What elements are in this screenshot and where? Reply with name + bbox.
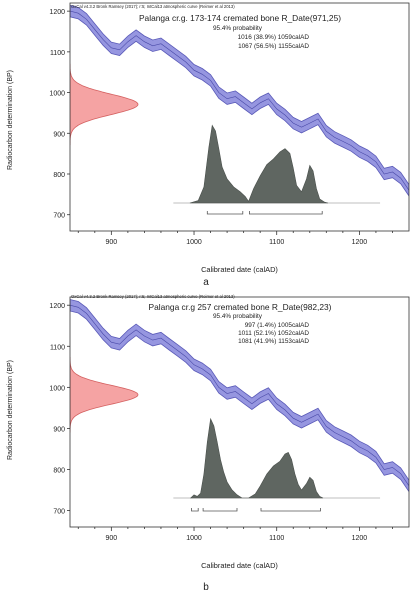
calibration-curve-line <box>70 304 409 487</box>
y-tick-label: 1200 <box>49 303 65 310</box>
y-tick-label: 1000 <box>49 91 65 98</box>
range-label: 1011 (52.1%) 1052calAD <box>238 330 309 337</box>
posterior-distribution <box>189 417 324 499</box>
x-axis-label: Calibrated date (calAD) <box>201 265 278 274</box>
y-axis-label: Radiocarbon determination (BP) <box>7 360 14 460</box>
credit-text: OxCal v4.3.2 Bronk Ramsey (2017); r:5; I… <box>71 4 235 9</box>
calibration-curve-band <box>70 299 409 493</box>
x-tick-label: 1000 <box>186 535 202 542</box>
measurement-distribution <box>70 357 139 433</box>
x-axis-label: Calibrated date (calAD) <box>201 561 278 570</box>
panel-caption: a <box>203 277 209 288</box>
chart-panel-a: 700 800 900 1000 1100 1200 900 1000 1100 1200 OxCa… <box>7 2 410 288</box>
x-tick-label: 900 <box>105 535 117 542</box>
range-label: 997 (1.4%) 1005calAD <box>245 322 310 329</box>
y-tick-label: 800 <box>53 172 65 179</box>
calibration-curve-band <box>70 4 409 197</box>
credit-text: OxCal v4.3.2 Bronk Ramsey (2017); r:5; I… <box>71 294 235 299</box>
plot-area <box>70 299 409 493</box>
panel-caption: b <box>203 582 209 593</box>
hpd-range-bar <box>202 508 238 512</box>
posterior-distribution <box>189 124 329 204</box>
y-tick-label: 700 <box>53 213 65 220</box>
y-tick-label: 900 <box>53 131 65 138</box>
probability-label: 95.4% probability <box>213 25 263 32</box>
x-tick-label: 1100 <box>269 535 284 542</box>
measurement-distribution <box>70 63 139 146</box>
chart-title: Palanga cr.g 257 cremated bone R_Date(98… <box>149 302 332 312</box>
range-label: 1067 (56.5%) 1155calAD <box>238 43 309 50</box>
x-tick-label: 1000 <box>186 239 202 246</box>
y-tick-label: 1200 <box>49 9 65 16</box>
calibration-curve-line <box>70 10 409 191</box>
chart-title: Palanga cr.g. 173-174 cremated bone R_Da… <box>139 13 341 23</box>
hpd-range-bar <box>249 211 323 215</box>
y-tick-label: 700 <box>53 509 65 516</box>
y-axis-label: Radiocarbon determination (BP) <box>7 70 14 170</box>
y-tick-label: 800 <box>53 468 65 475</box>
plot-frame <box>69 2 410 232</box>
probability-label: 95.4% probability <box>213 313 263 320</box>
hpd-range-bar <box>206 211 244 215</box>
hpd-range-bar <box>191 508 199 512</box>
y-tick-label: 900 <box>53 426 65 433</box>
x-tick-label: 1200 <box>352 239 368 246</box>
y-tick-label: 1000 <box>49 385 65 392</box>
hpd-range-bar <box>260 508 321 512</box>
x-tick-label: 900 <box>105 239 117 246</box>
y-tick-label: 1100 <box>50 344 65 351</box>
chart-panel-b: 700 800 900 1000 1100 1200 900 1000 1100 1200 OxCa… <box>7 294 410 593</box>
plot-area <box>70 4 409 197</box>
plot-frame <box>69 296 410 528</box>
range-label: 1016 (38.9%) 1059calAD <box>238 34 310 41</box>
range-label: 1081 (41.9%) 1153calAD <box>238 338 309 345</box>
x-tick-label: 1200 <box>352 535 368 542</box>
y-tick-label: 1100 <box>50 50 65 57</box>
x-tick-label: 1100 <box>269 239 284 246</box>
